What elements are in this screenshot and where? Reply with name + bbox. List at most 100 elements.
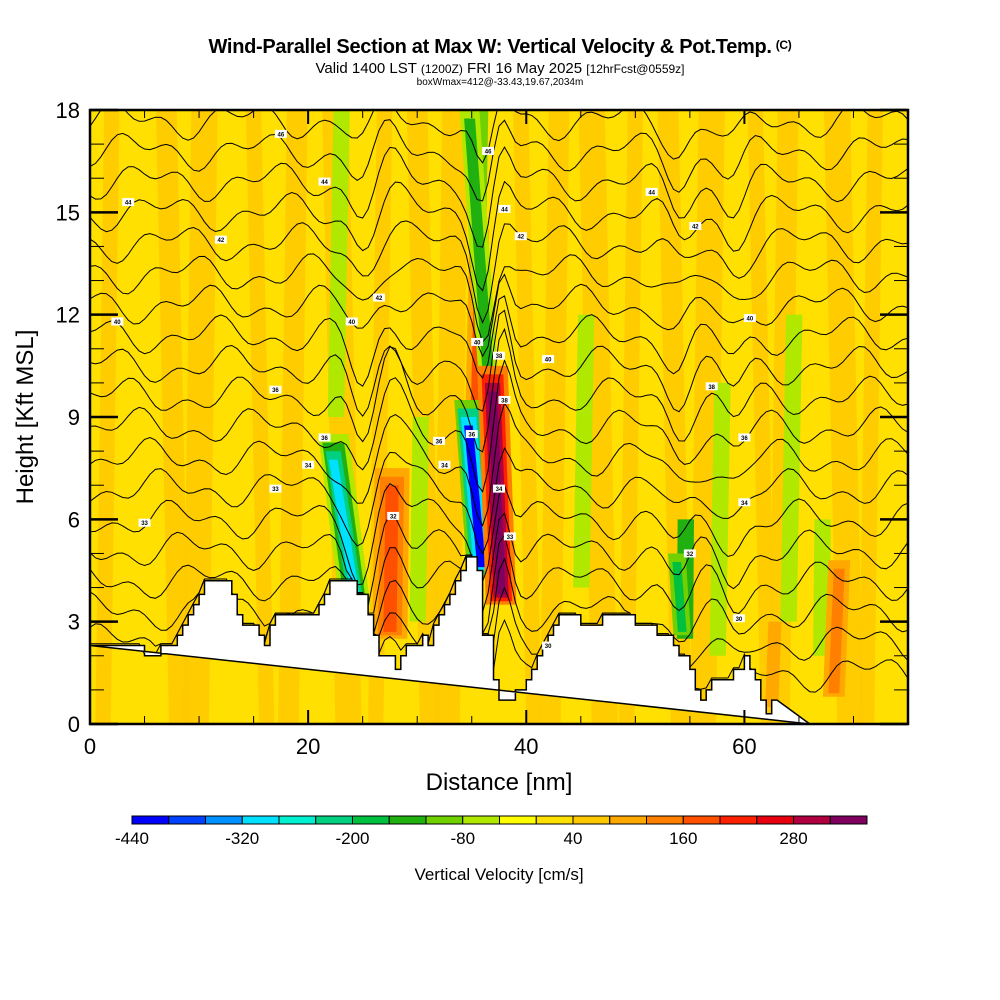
contour-label: 42 xyxy=(514,232,527,241)
contour-label-text: 46 xyxy=(485,149,492,155)
contour-label-bg xyxy=(387,511,400,520)
contour-label: 44 xyxy=(645,187,658,196)
terrain-profile xyxy=(90,556,812,724)
y-axis-title: Height [Kft MSL] xyxy=(12,330,39,505)
colorbar xyxy=(131,815,868,825)
theta-contour-line xyxy=(90,447,908,556)
contour-label-text: 30 xyxy=(545,644,552,650)
colorbar-segment xyxy=(462,815,500,825)
theta-contour-line xyxy=(90,327,908,453)
contour-label-text: 33 xyxy=(507,535,514,541)
contour-label: 34 xyxy=(302,460,315,469)
y-tick-label: 18 xyxy=(56,98,80,123)
contour-label: 40 xyxy=(345,317,358,326)
contour-label: 34 xyxy=(738,498,751,507)
contour-label: 42 xyxy=(689,221,702,230)
contour-label-text: 44 xyxy=(125,201,132,207)
downdraft-band xyxy=(672,561,687,632)
colorbar-title: Vertical Velocity [cm/s] xyxy=(414,865,583,884)
contour-label-bg xyxy=(433,436,446,445)
colorbar-segment xyxy=(535,815,574,825)
colorbar-tick-labels: -440 -320 -200 -80 40 160 280 xyxy=(115,829,808,848)
contour-label: 33 xyxy=(269,484,282,493)
contour-label: 32 xyxy=(683,549,696,558)
colorbar-segment xyxy=(131,815,170,825)
chart-title-text: Wind-Parallel Section at Max W: Vertical… xyxy=(208,36,772,58)
contour-label: 40 xyxy=(111,317,124,326)
colorbar-tick-label: 40 xyxy=(564,829,583,848)
copyright-mark: (C) xyxy=(775,38,792,52)
contour-label-bg xyxy=(122,198,135,207)
contour-label-text: 44 xyxy=(321,180,328,186)
theta-contour-line xyxy=(90,554,908,643)
contour-label-text: 38 xyxy=(496,354,503,360)
y-tick-label: 9 xyxy=(68,405,80,430)
contour-label-bg xyxy=(738,433,751,442)
contour-label-text: 40 xyxy=(747,317,754,323)
colorbar-tick-label: 160 xyxy=(669,829,697,848)
contour-label: 42 xyxy=(373,293,386,302)
updraft-band xyxy=(488,391,506,595)
w-streak-weak-up xyxy=(245,110,275,724)
colorbar-segment xyxy=(646,815,684,825)
w-streak-weak-up xyxy=(278,110,308,724)
contour-label-bg xyxy=(138,518,151,527)
contour-label-bg xyxy=(465,430,478,439)
contour-label: 36 xyxy=(738,433,751,442)
w-streak-weak-up xyxy=(747,110,777,724)
theta-contour-line xyxy=(90,253,908,344)
contour-labels: 46 44 44 42 40 42 40 46 44 42 40 38 40 44 42 40 38 36 36 34… xyxy=(111,129,756,650)
w-streak-weak-up xyxy=(539,110,570,724)
contour-label-text: 33 xyxy=(141,521,148,527)
contour-label-bg xyxy=(318,433,331,442)
contour-label-bg xyxy=(743,314,756,323)
contour-label: 33 xyxy=(503,532,516,541)
contour-label: 36 xyxy=(433,436,446,445)
contour-label-text: 40 xyxy=(114,320,121,326)
w-streak-down xyxy=(780,314,803,622)
contour-label: 40 xyxy=(743,314,756,323)
theta-contours xyxy=(90,110,908,693)
valid-date: FRI 16 May 2025 xyxy=(467,60,583,77)
contour-label-bg xyxy=(738,498,751,507)
contour-label-bg xyxy=(471,337,484,346)
theta-contour-line xyxy=(90,295,908,387)
contour-label-bg xyxy=(514,232,527,241)
contour-label-bg xyxy=(498,204,511,213)
contour-label-bg xyxy=(493,484,505,493)
w-streak-down xyxy=(327,110,350,417)
contour-label: 30 xyxy=(542,641,555,650)
contour-label-bg xyxy=(498,395,511,404)
w-streak-weak-up xyxy=(155,110,190,724)
updraft-band xyxy=(828,568,845,694)
contour-label-text: 40 xyxy=(545,358,552,364)
colorbar-segment xyxy=(315,815,353,825)
contour-label-bg xyxy=(705,382,718,391)
contour-label-text: 36 xyxy=(741,436,748,442)
contour-label: 34 xyxy=(493,484,505,493)
contour-label: 46 xyxy=(274,129,287,138)
x-tick-label: 0 xyxy=(84,734,96,759)
y-tick-label: 15 xyxy=(56,200,80,225)
contour-label-bg xyxy=(345,317,358,326)
colorbar-segment xyxy=(719,815,758,825)
x-tick-labels: 0 20 40 60 xyxy=(84,734,757,759)
contour-label-bg xyxy=(373,293,386,302)
theta-contour-line xyxy=(90,220,908,324)
y-tick-label: 3 xyxy=(68,610,80,635)
valid-utc: (1200Z) xyxy=(420,62,463,76)
contour-label-text: 44 xyxy=(501,207,508,213)
colorbar-segment xyxy=(756,815,794,825)
contour-label-text: 34 xyxy=(496,487,503,493)
contour-label: 33 xyxy=(138,518,151,527)
contour-label-text: 32 xyxy=(390,514,397,520)
y-tick-label: 6 xyxy=(68,507,80,532)
contour-label-bg xyxy=(732,614,745,623)
theta-contour-line xyxy=(90,533,908,636)
colorbar-segment xyxy=(682,815,721,825)
w-streak-weak-up xyxy=(182,110,218,724)
downdraft-band xyxy=(464,425,486,568)
chart-title: Wind-Parallel Section at Max W: Vertical… xyxy=(0,36,1000,59)
contour-label: 44 xyxy=(122,198,135,207)
